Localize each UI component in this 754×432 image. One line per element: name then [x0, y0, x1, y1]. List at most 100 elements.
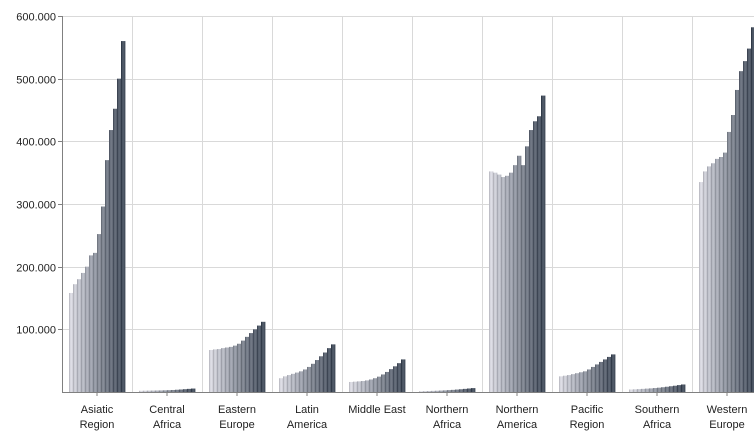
- bar: [603, 359, 608, 392]
- bar: [295, 372, 300, 392]
- bar: [353, 381, 358, 392]
- x-category-label: Central Africa: [149, 404, 184, 431]
- bar: [599, 361, 604, 392]
- bar: [665, 386, 670, 392]
- bar: [381, 374, 386, 392]
- bar: [493, 172, 498, 392]
- bar: [723, 152, 728, 392]
- bar: [699, 182, 704, 392]
- bar: [509, 172, 514, 392]
- bar: [439, 390, 444, 392]
- bar: [397, 363, 402, 392]
- bar: [607, 356, 612, 392]
- bar: [303, 369, 308, 392]
- bar: [85, 266, 90, 392]
- bar: [237, 343, 242, 392]
- bar: [101, 206, 106, 392]
- bar: [747, 48, 752, 393]
- axes: [58, 16, 754, 396]
- x-category-labels: Asiatic Region Central Africa Eastern Europe L…: [80, 404, 748, 431]
- bar: [471, 388, 476, 392]
- bar: [489, 171, 494, 392]
- bar: [221, 348, 226, 392]
- bar: [331, 344, 336, 392]
- bar: [463, 388, 468, 392]
- y-tick-label: 600.000: [16, 12, 56, 24]
- bar: [431, 390, 436, 392]
- bar: [673, 385, 678, 392]
- bar: [253, 329, 258, 392]
- bar: [93, 252, 98, 392]
- bar: [393, 366, 398, 392]
- bar: [327, 348, 332, 392]
- bar: [575, 373, 580, 392]
- bar: [155, 390, 160, 392]
- grid-lines: [62, 16, 754, 392]
- x-category-label: Pacific Region: [570, 404, 605, 431]
- bar: [497, 174, 502, 392]
- bar-group: [69, 41, 126, 393]
- bar: [703, 171, 708, 392]
- bar: [311, 363, 316, 392]
- y-tick-label: 400.000: [16, 137, 56, 149]
- bar: [175, 389, 180, 392]
- bar: [653, 388, 658, 392]
- x-category-label: Western Europe: [707, 404, 748, 431]
- bar: [249, 333, 254, 392]
- bar: [595, 364, 600, 392]
- bar: [727, 131, 732, 392]
- bar: [559, 376, 564, 392]
- bar: [373, 378, 378, 392]
- bar: [385, 371, 390, 392]
- bar: [541, 95, 546, 392]
- bar: [455, 389, 460, 392]
- bar: [537, 116, 542, 393]
- bar: [323, 352, 328, 392]
- bar-group: [629, 384, 686, 392]
- bar: [641, 388, 646, 392]
- bar: [521, 165, 526, 392]
- bar: [257, 325, 262, 392]
- bar: [677, 385, 682, 392]
- bar: [109, 130, 114, 393]
- bar-group: [699, 27, 754, 393]
- bar: [213, 349, 218, 392]
- bar: [587, 369, 592, 392]
- bar: [579, 372, 584, 392]
- bar: [147, 390, 152, 392]
- bar: [159, 390, 164, 392]
- bar: [365, 380, 370, 392]
- bar: [171, 389, 176, 392]
- bar: [401, 359, 406, 392]
- bar: [459, 389, 464, 392]
- bar: [167, 390, 172, 392]
- y-tick-label: 500.000: [16, 75, 56, 87]
- bar: [669, 386, 674, 392]
- bar: [73, 284, 78, 392]
- bar: [97, 234, 102, 392]
- bar: [751, 27, 754, 393]
- x-category-label: Eastern Europe: [218, 404, 256, 431]
- bar: [69, 292, 74, 392]
- bar: [361, 381, 366, 392]
- bar: [187, 388, 192, 392]
- bar: [739, 71, 744, 393]
- bar: [467, 388, 472, 392]
- y-tick-labels: 100.000 200.000 300.000 400.000 500.000 600.0…: [16, 12, 56, 337]
- bar: [217, 349, 222, 392]
- bar: [229, 346, 234, 392]
- bar: [517, 155, 522, 392]
- bar: [225, 347, 230, 392]
- y-tick-label: 300.000: [16, 200, 56, 212]
- bar: [299, 371, 304, 392]
- bar: [143, 390, 148, 392]
- bar: [637, 389, 642, 392]
- x-category-label: Southern Africa: [635, 404, 680, 431]
- bar: [307, 366, 312, 392]
- bar: [315, 360, 320, 392]
- bar: [191, 388, 196, 392]
- bar: [715, 158, 720, 392]
- bar: [571, 374, 576, 392]
- bar: [81, 272, 86, 392]
